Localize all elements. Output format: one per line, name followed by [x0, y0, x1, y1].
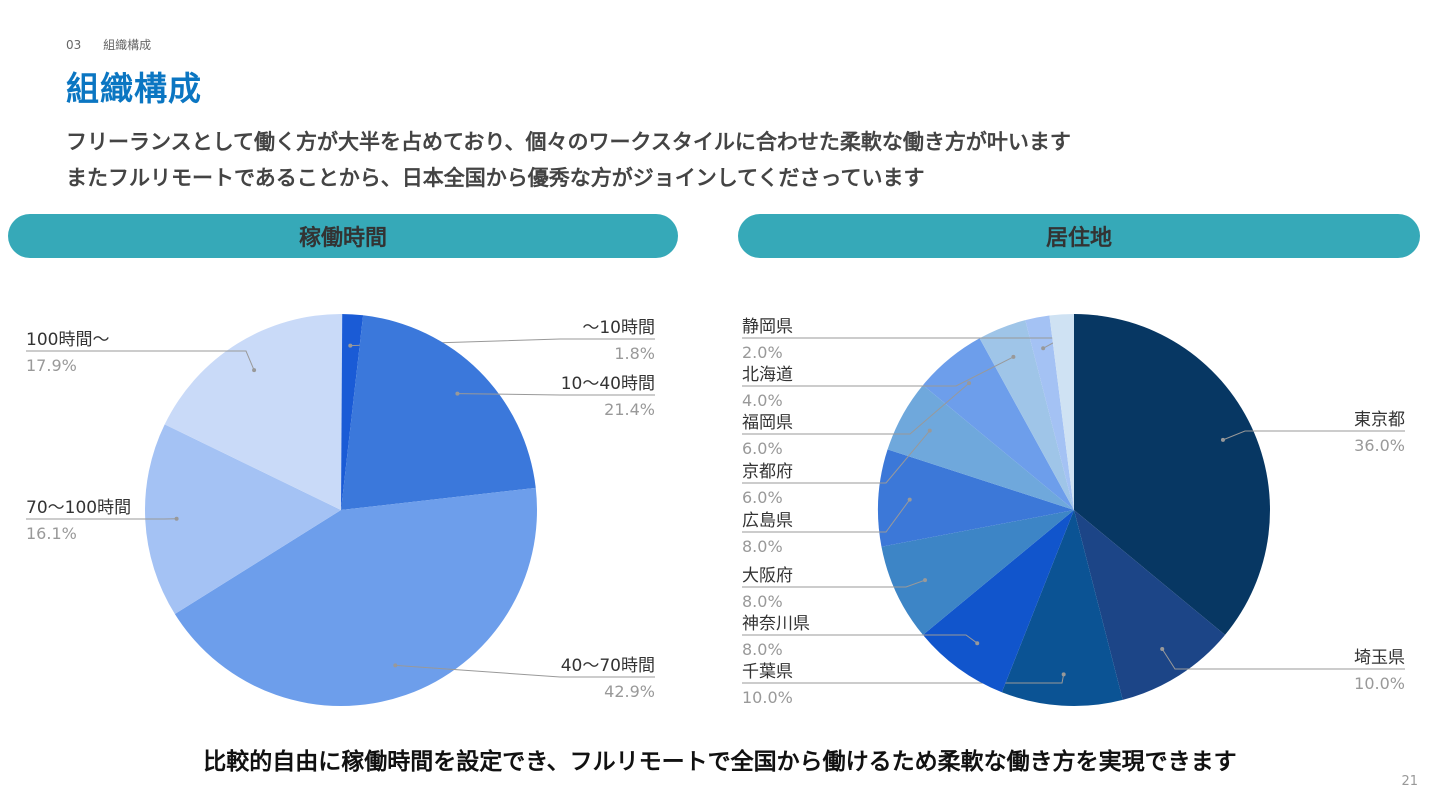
pie1-leader-line-6 — [742, 430, 931, 484]
pie1-value-label-3: 8.0% — [742, 640, 783, 659]
lead-line-2: またフルリモートであることから、日本全国から優秀な方がジョインしてくださっていま… — [66, 166, 925, 190]
lead-line-1: フリーランスとして働く方が大半を占めており、個々のワークスタイルに合わせた柔軟な… — [66, 130, 1071, 154]
pie1-slice-9 — [1025, 315, 1074, 510]
pie1-leader-line-5 — [742, 499, 911, 533]
pie1-leader-line-3 — [742, 634, 978, 644]
pie1-slice-2 — [1001, 510, 1123, 706]
pie1-slice-1 — [1074, 510, 1226, 700]
pie1-leader-line-1 — [1161, 648, 1405, 670]
pie0-value-label-2: 42.9% — [604, 682, 655, 701]
pie0-slice-0 — [341, 314, 364, 510]
section-number: 03 — [66, 38, 82, 52]
pie0-category-label-3: 70～100時間 — [26, 498, 131, 518]
pie1-slice-6 — [887, 385, 1074, 510]
pie1-leader-line-0 — [1222, 430, 1405, 441]
pie1-leader-line-7 — [742, 382, 970, 435]
pie1-leader-line-8 — [742, 356, 1014, 387]
pie0-leader-line-4 — [26, 350, 255, 371]
pie1-category-label-7: 福岡県 — [742, 413, 793, 433]
pie0-value-label-0: 1.8% — [614, 344, 655, 363]
pie1-category-label-5: 広島県 — [742, 511, 793, 531]
residence-title: 居住地 — [1045, 226, 1112, 251]
pie0-category-label-1: 10～40時間 — [561, 374, 655, 394]
page-number: 21 — [1401, 774, 1418, 789]
pie0-category-label-0: ～10時間 — [582, 318, 655, 338]
pie1-value-label-8: 4.0% — [742, 391, 783, 410]
pie1-value-label-7: 6.0% — [742, 439, 783, 458]
residence-header: 居住地 — [738, 214, 1420, 258]
page-title: 組織構成 — [66, 69, 202, 108]
pie1-category-label-6: 京都府 — [742, 462, 793, 482]
pie1-slice-7 — [922, 338, 1074, 510]
pie1-value-label-0: 36.0% — [1354, 436, 1405, 455]
pie1-slice-3 — [922, 510, 1074, 693]
pie1-leader-line-2 — [742, 674, 1065, 684]
conclusion-text: 比較的自由に稼働時間を設定でき、フルリモートで全国から働けるため柔軟な働き方を実… — [203, 749, 1237, 775]
lead-text: フリーランスとして働く方が大半を占めており、個々のワークスタイルに合わせた柔軟な… — [66, 124, 1071, 196]
pie1-category-label-2: 千葉県 — [742, 662, 793, 682]
breadcrumb: 03 組織構成 — [66, 36, 151, 53]
pie0-value-label-4: 17.9% — [26, 356, 77, 375]
pie1-slice-0 — [1074, 314, 1270, 635]
pie0-slice-4 — [164, 314, 343, 510]
pie1-slice-4 — [881, 510, 1074, 635]
pie0-value-label-1: 21.4% — [604, 400, 655, 419]
pie1-slice-8 — [979, 320, 1074, 510]
pie0-category-label-2: 40～70時間 — [561, 656, 655, 676]
pie0-leader-line-1 — [457, 393, 655, 396]
pie1-category-label-0: 東京都 — [1354, 410, 1405, 430]
pie0-slice-3 — [145, 424, 341, 614]
pie1-slice-5 — [878, 449, 1074, 547]
pie1-category-label-1: 埼玉県 — [1354, 648, 1405, 668]
working-hours-header: 稼働時間 — [8, 214, 678, 258]
pie1-category-label-9: 静岡県 — [742, 317, 793, 337]
pie1-value-label-1: 10.0% — [1354, 674, 1405, 693]
pie0-value-label-3: 16.1% — [26, 524, 77, 543]
pie1-value-label-4: 8.0% — [742, 592, 783, 611]
pie1-value-label-9: 2.0% — [742, 343, 783, 362]
pie0-slice-2 — [174, 487, 538, 706]
pie1-category-label-4: 大阪府 — [742, 566, 793, 586]
pie0-category-label-4: 100時間～ — [26, 330, 109, 350]
pie1-value-label-5: 8.0% — [742, 537, 783, 556]
pie0-leader-line-2 — [395, 664, 655, 678]
pie1-value-label-2: 10.0% — [742, 688, 793, 707]
pie1-slice-remainder — [1049, 314, 1074, 510]
pie1-category-label-3: 神奈川県 — [742, 614, 810, 634]
section-name: 組織構成 — [103, 38, 152, 52]
pie1-category-label-8: 北海道 — [742, 365, 793, 385]
working-hours-title: 稼働時間 — [298, 226, 387, 251]
pie0-slice-1 — [341, 315, 536, 510]
pie1-value-label-6: 6.0% — [742, 488, 783, 507]
pie1-leader-line-4 — [742, 579, 926, 588]
